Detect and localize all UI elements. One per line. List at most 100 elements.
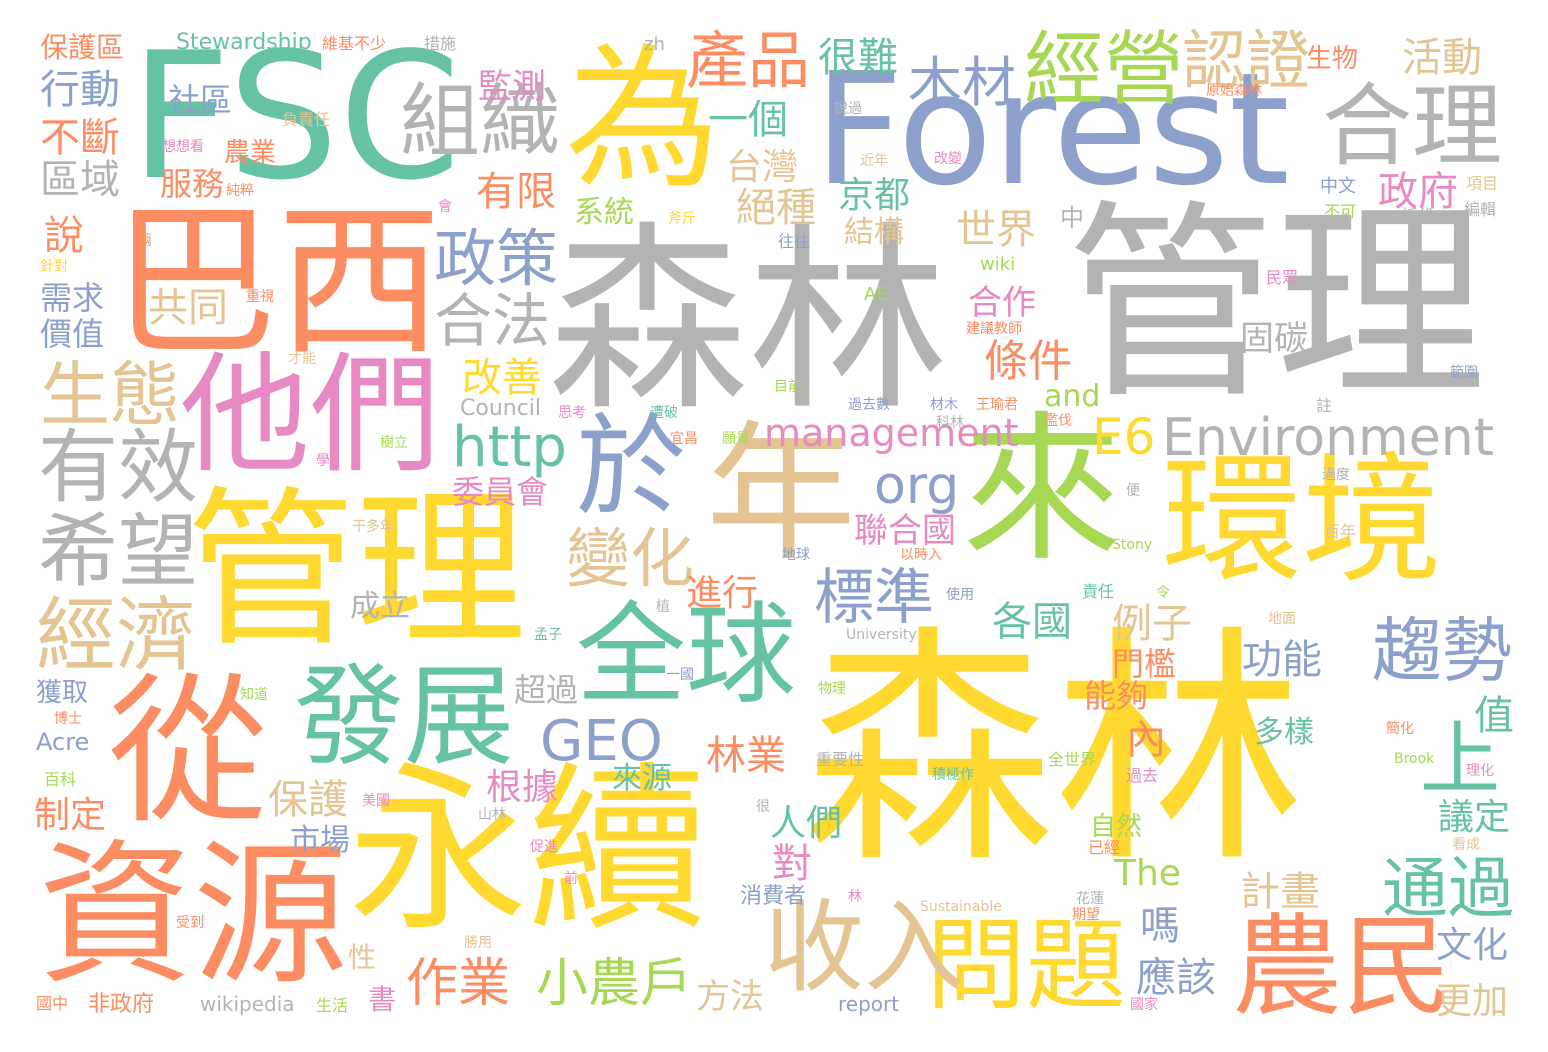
word-action: 行動 [40,67,120,113]
word-already: 已經 [1088,838,1121,857]
word-committee: 委員會 [452,473,549,511]
word-to: 對 [772,841,812,887]
word-yichang: 宜昌 [670,431,698,447]
word-management-yellow: 管理 [186,472,527,670]
word-question: 嗎 [1140,903,1180,949]
word-axe: 斧斤 [668,211,696,227]
word-will: 會 [438,199,452,215]
word-proceed: 進行 [686,573,759,614]
word-exceed: 超過 [514,671,579,709]
word-liability: 責任 [1082,582,1115,601]
word-thousand-years: 干多年 [352,519,394,535]
word-environment-en: Environment [1162,408,1495,468]
word-destroyed: 遭破 [650,405,678,421]
word-formulate: 制定 [34,795,107,836]
word-recent-years: 近年 [860,153,888,169]
word-certification: 認證 [1182,25,1310,99]
word-simplify: 簡化 [1386,721,1414,737]
word-active-action: 積極作 [932,767,974,783]
word-smallholder: 小農戶 [536,954,693,1014]
word-establish: 成立 [350,589,410,624]
word-edit: 編輯 [1464,200,1497,219]
word-nature: 自然 [1090,812,1143,842]
word-service: 服務 [160,165,225,203]
word-operation: 經營 [1024,23,1184,116]
word-timber: 木材 [908,51,1016,114]
word-council: Council [460,396,542,421]
word-plan: 計畫 [1240,869,1320,915]
word-management-en: management [764,411,1019,455]
word-chinese: 中文 [1320,176,1356,197]
word-nation: 國家 [1130,997,1158,1013]
word-plant: 植 [656,599,670,615]
word-problem: 問題 [926,907,1126,1024]
word-protect: 保護 [268,777,348,823]
word-limited: 有限 [476,169,556,215]
word-past-decades: 過去數 [848,397,890,413]
word-e6: E6 [1092,408,1156,466]
word-wiki-not-few: 維基不少 [322,34,387,53]
word-forest-gray: 森林 [548,205,949,438]
word-biology: 生物 [1306,44,1359,74]
word-for: 為 [565,29,720,210]
word-one-country: 一國 [666,667,694,683]
word-two: 兩 [138,233,152,249]
word-constantly: 不斷 [40,115,120,161]
word-value-highly: 重視 [246,289,274,305]
word-promote: 促進 [530,839,558,855]
word-demand: 需求 [40,279,105,317]
word-inside: 內 [1126,717,1166,763]
word-zh: zh [644,34,665,55]
word-use: 使用 [946,587,974,603]
word-effective: 有效 [38,421,198,514]
word-system: 系統 [574,195,634,230]
word-farmers: 農民 [1232,903,1452,1031]
word-enter-in-time: 以時入 [900,547,942,563]
word-lin: 林 [848,889,862,905]
word-management-gray: 管理 [1066,182,1487,427]
word-regard-as: 看成 [1452,837,1480,853]
word-middle: 中 [1060,204,1084,232]
word-hope: 希望 [38,505,198,598]
word-improve: 改善 [462,355,542,401]
word-learn: 學 [316,453,330,469]
word-the: The [1114,853,1181,894]
word-common: 共同 [148,285,228,331]
word-un: 聯合國 [854,511,956,551]
word-structure: 結構 [844,215,904,250]
word-brazil: 巴西 [112,186,442,378]
word-convenient: 便 [1126,483,1140,499]
word-fsc: FSC [130,16,461,219]
word-stewardship: Stewardship [176,30,312,55]
word-importance: 重要性 [816,750,865,769]
word-value: 價值 [40,315,105,353]
word-condition: 條件 [984,336,1072,387]
word-mencius: 孟子 [534,627,562,643]
word-note: 註 [1316,396,1333,415]
word-physics-chem: 理化 [1466,763,1494,779]
word-community: 社區 [168,81,233,119]
word-science-forest: 科林 [936,415,964,431]
word-set-up: 樹立 [380,435,408,451]
word-kyoto: 京都 [838,175,911,216]
word-org: org [874,456,960,516]
word-taiwan: 台灣 [726,147,799,188]
word-market: 市場 [290,823,350,858]
word-expect: 期望 [1072,907,1100,923]
word-material-wood: 材木 [930,397,958,413]
word-from: 從 [108,658,269,845]
word-acre: Acre [36,728,90,756]
word-life: 生活 [316,996,349,1015]
word-at: 於 [576,403,686,531]
word-environment-zh: 環境 [1162,440,1443,603]
word-item: 項目 [1466,174,1499,193]
word-cannot: 不可 [1324,202,1357,221]
word-reserve: 保護區 [40,31,125,64]
word-diversity: 多樣 [1254,715,1314,750]
word-and: and [1044,379,1101,414]
word-ground: 地面 [1268,611,1296,627]
word-example: 例子 [1112,601,1192,647]
word-phd: 博士 [54,711,82,727]
word-standard: 標準 [814,563,934,633]
word-they: 他們 [180,339,441,491]
